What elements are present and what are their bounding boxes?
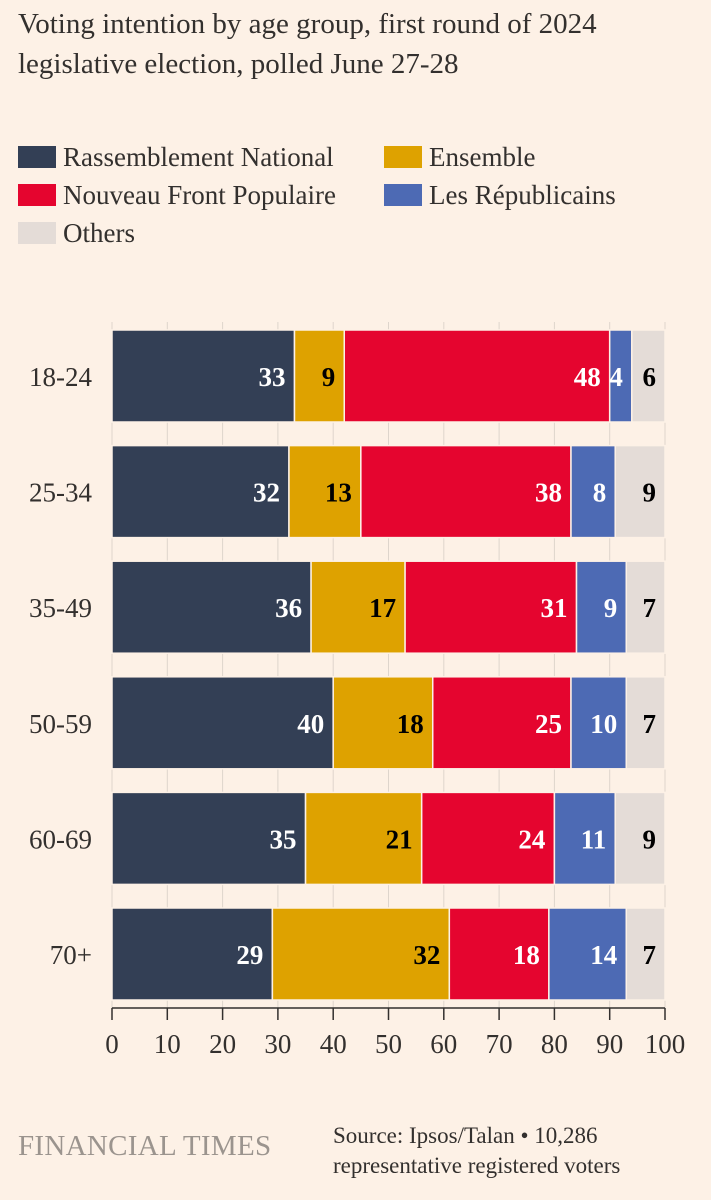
data-label: 36: [275, 593, 302, 623]
data-label: 18: [397, 709, 424, 739]
bar-segment: [625, 560, 666, 654]
category-label: 50-59: [29, 709, 92, 739]
x-tick-label: 20: [209, 1029, 236, 1059]
data-label: 48: [574, 362, 601, 392]
legend-swatch-rn: [18, 146, 56, 168]
data-label: 18: [513, 940, 540, 970]
data-label: 4: [609, 362, 623, 392]
x-tick-label: 100: [645, 1029, 686, 1059]
data-label: 17: [369, 593, 396, 623]
data-label: 21: [386, 824, 413, 854]
bar-segment: [625, 907, 666, 1001]
x-tick-label: 90: [596, 1029, 623, 1059]
data-label: 24: [518, 824, 545, 854]
legend-label-rn: Rassemblement National: [63, 141, 334, 172]
legend-swatch-nfp: [18, 184, 56, 206]
legend-item-others: Others: [18, 214, 135, 252]
legend-item-ensemble: Ensemble: [384, 138, 535, 176]
bar-segment: [431, 676, 572, 770]
x-tick-label: 80: [541, 1029, 568, 1059]
bar-segment: [553, 791, 616, 886]
bar-segment: [288, 444, 362, 539]
data-label: 9: [643, 478, 657, 508]
legend-item-rn: Rassemblement National: [18, 138, 334, 176]
data-label: 6: [643, 362, 657, 392]
bar-segment: [332, 676, 434, 770]
category-label: 60-69: [29, 824, 92, 854]
category-label: 70+: [50, 940, 92, 970]
bar-segment: [111, 329, 296, 423]
x-tick-label: 0: [105, 1029, 119, 1059]
bar-segment: [111, 444, 290, 539]
x-tick-label: 50: [375, 1029, 402, 1059]
bar-segment: [293, 329, 346, 423]
bar-segment: [111, 676, 334, 770]
category-label: 25-34: [29, 478, 92, 508]
data-label: 25: [535, 709, 562, 739]
bar-segment: [570, 444, 616, 539]
data-label: 29: [236, 940, 263, 970]
bar-segment: [614, 791, 666, 886]
bar-segment: [614, 444, 666, 539]
data-label: 7: [643, 940, 657, 970]
bar-segment: [304, 791, 423, 886]
bar-segment: [631, 329, 666, 423]
data-label: 9: [643, 824, 657, 854]
bar-segment: [310, 560, 406, 654]
data-label: 9: [322, 362, 336, 392]
data-label: 32: [413, 940, 440, 970]
legend-swatch-others: [18, 222, 56, 244]
x-tick-label: 70: [486, 1029, 513, 1059]
data-label: 38: [535, 478, 562, 508]
legend-swatch-lr: [384, 184, 422, 206]
data-label: 14: [590, 940, 617, 970]
bar-segment: [271, 907, 451, 1001]
stacked-bar-chart: 18-24 33 9 48 4 625-34 32 13 38 8 935-49 36 17 31 9 750…: [29, 322, 686, 1059]
bar-segment: [111, 560, 312, 654]
data-label: 13: [325, 478, 352, 508]
data-label: 7: [643, 709, 657, 739]
category-label: 18-24: [29, 362, 92, 392]
legend-label-nfp: Nouveau Front Populaire: [63, 179, 336, 210]
category-label: 35-49: [29, 593, 92, 623]
x-tick-label: 40: [320, 1029, 347, 1059]
data-label: 7: [643, 593, 657, 623]
x-tick-label: 60: [430, 1029, 457, 1059]
bar-segment: [404, 560, 578, 654]
data-label: 40: [297, 709, 324, 739]
data-label: 35: [270, 824, 297, 854]
x-tick-label: 10: [154, 1029, 181, 1059]
source-note: Source: Ipsos/Talan • 10,286 representat…: [333, 1123, 621, 1178]
x-tick-label: 30: [264, 1029, 291, 1059]
legend-item-lr: Les Républicains: [384, 176, 616, 214]
bar-segment: [420, 791, 556, 886]
legend-label-ensemble: Ensemble: [429, 141, 536, 172]
legend-label-lr: Les Républicains: [429, 179, 616, 210]
data-label: 31: [541, 593, 568, 623]
legend-item-nfp: Nouveau Front Populaire: [18, 176, 336, 214]
legend-label-others: Others: [63, 217, 135, 248]
data-label: 9: [604, 593, 618, 623]
brand-logo-text: FINANCIAL TIMES: [18, 1130, 272, 1162]
legend-swatch-ensemble: [384, 146, 422, 168]
chart-title: Voting intention by age group, first rou…: [18, 8, 597, 80]
data-label: 10: [590, 709, 617, 739]
bar-segment: [343, 329, 611, 423]
data-label: 8: [593, 478, 607, 508]
data-label: 32: [253, 478, 280, 508]
data-label: 11: [581, 824, 607, 854]
data-label: 33: [258, 362, 285, 392]
bar-segment: [575, 560, 628, 654]
bar-segment: [625, 676, 666, 770]
